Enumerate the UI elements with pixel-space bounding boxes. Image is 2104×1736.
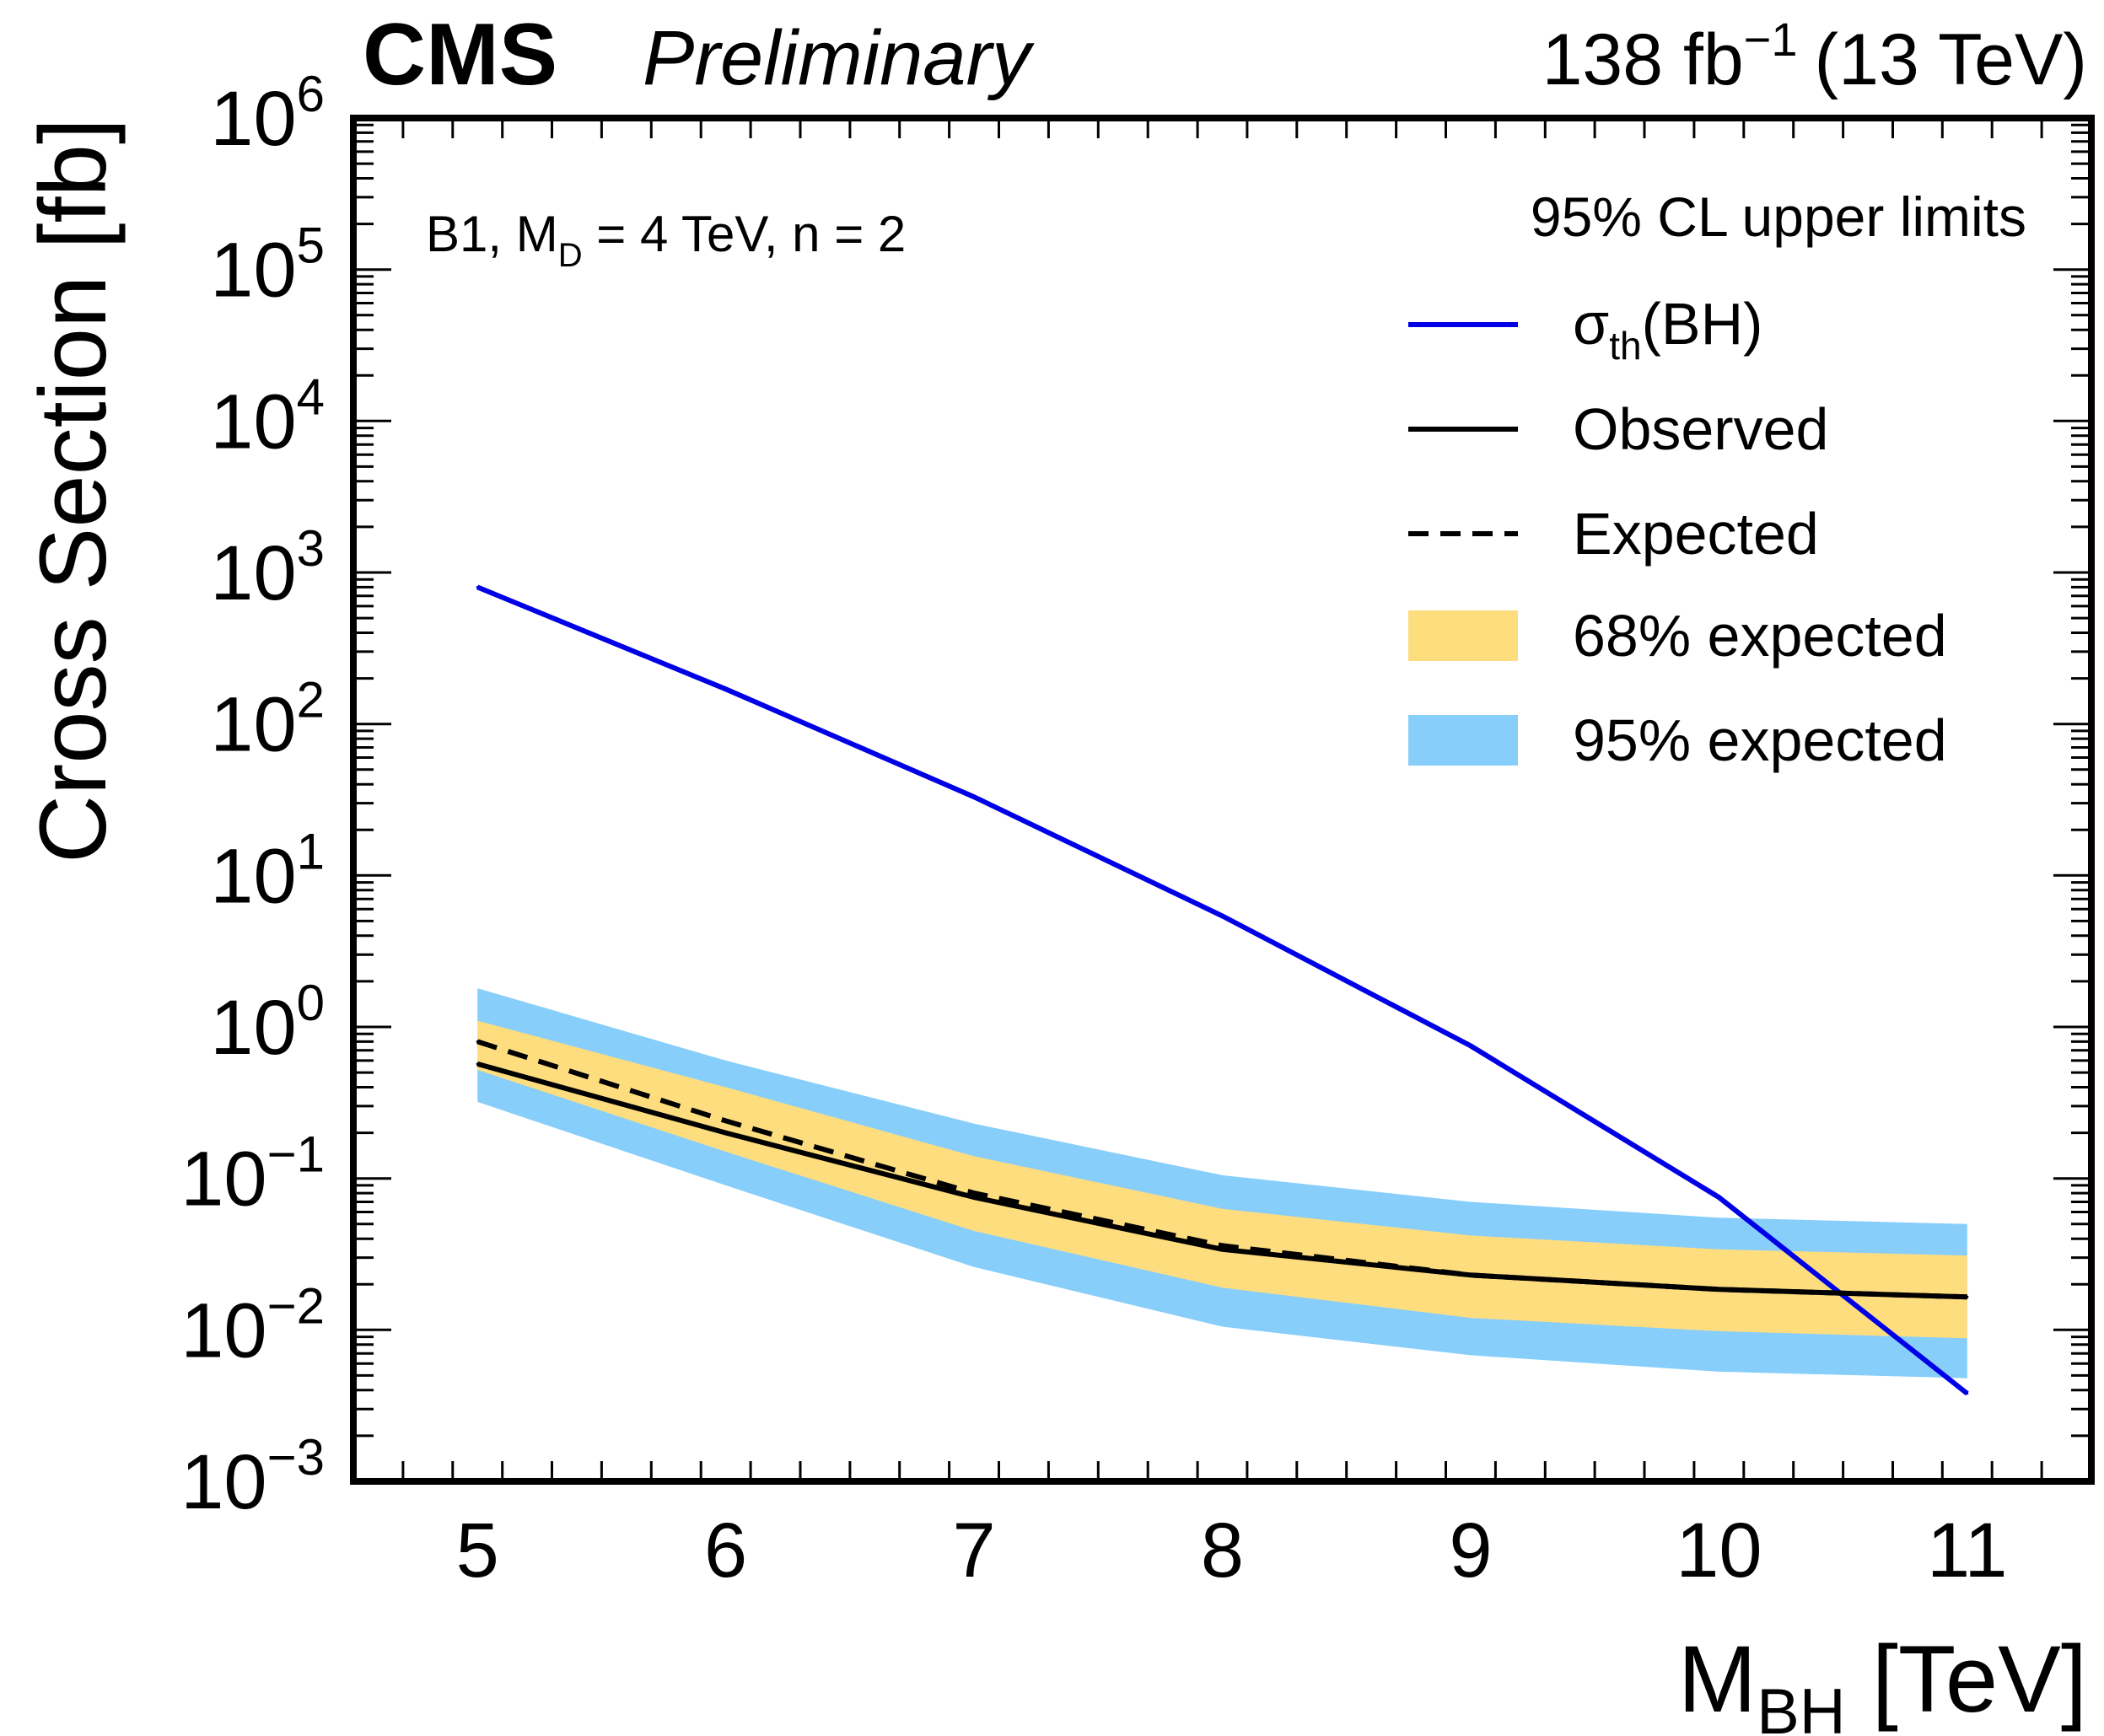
model-label-sub: D	[558, 237, 583, 274]
y-tick-label: 10−1	[180, 1126, 325, 1223]
model-label-suffix: = 4 TeV, n = 2	[583, 206, 907, 262]
legend: 95% CL upper limits σth(BH) Observed Exp…	[1408, 185, 2026, 773]
legend-swatch-band95	[1408, 715, 1518, 766]
x-axis-title-unit: [TeV]	[1846, 1626, 2087, 1732]
y-tick-label: 102	[210, 672, 325, 768]
legend-label-observed: Observed	[1573, 396, 1828, 462]
x-axis-title-sub: BH	[1757, 1676, 1846, 1736]
data-point-th-bh	[724, 687, 728, 691]
lumi-label: 138 fb−1 (13 TeV)	[1542, 13, 2087, 100]
x-tick-label: 5	[456, 1508, 499, 1594]
data-point-expected	[1966, 1295, 1969, 1298]
legend-theory-sub: th	[1609, 324, 1641, 368]
plot-frame	[350, 115, 2095, 1485]
lumi-energy: (13 TeV)	[1815, 19, 2087, 100]
data-point-expected	[972, 1191, 976, 1195]
data-point-th-bh	[1221, 914, 1224, 917]
axis-tick-labels: 5 6 7 8 9 10 11 10−3 10−2 10−1 100 101 102 103 104 105 1…	[180, 66, 2007, 1594]
y-tick-label: 10−3	[180, 1429, 325, 1525]
data-point-expected	[1221, 1244, 1224, 1247]
model-label-prefix: B1, M	[426, 206, 558, 262]
y-tick-label: 10−2	[180, 1277, 325, 1373]
x-axis-title-main: M	[1678, 1626, 1757, 1732]
data-point-th-bh	[1966, 1392, 1969, 1395]
legend-label-expected: Expected	[1573, 501, 1819, 567]
data-point-expected	[1469, 1273, 1472, 1276]
y-tick-label: 106	[210, 66, 325, 162]
lumi-exponent: −1	[1744, 13, 1798, 66]
x-tick-label: 6	[704, 1508, 747, 1594]
x-tick-label: 7	[953, 1508, 996, 1594]
data-point-expected	[1717, 1287, 1720, 1291]
x-axis-title: MBH [TeV]	[1678, 1626, 2087, 1736]
data-point-expected	[724, 1119, 728, 1122]
y-tick-label: 103	[210, 520, 325, 616]
legend-label-band68: 68% expected	[1573, 603, 1947, 669]
legend-label-band95: 95% expected	[1573, 707, 1947, 773]
data-point-expected	[476, 1040, 479, 1043]
data-point-observed	[476, 1062, 479, 1066]
y-tick-label: 105	[210, 218, 325, 314]
plot-area	[352, 116, 2093, 1483]
y-tick-label: 104	[210, 368, 325, 465]
x-tick-label: 11	[1927, 1508, 2008, 1594]
data-point-observed	[724, 1131, 728, 1135]
data-point-observed	[972, 1196, 976, 1199]
data-point-th-bh	[1717, 1196, 1720, 1199]
data-point-th-bh	[972, 795, 976, 798]
y-axis-title: Cross Section [fb]	[20, 118, 126, 863]
legend-theory-tail: (BH)	[1642, 291, 1763, 357]
data-point-th-bh	[1469, 1044, 1472, 1047]
x-tick-label: 10	[1676, 1508, 1762, 1594]
y-tick-label: 101	[210, 823, 325, 919]
legend-title: 95% CL upper limits	[1531, 185, 2026, 248]
experiment-label: CMS	[363, 6, 557, 104]
data-point-observed	[1221, 1248, 1224, 1251]
y-tick-label: 100	[210, 975, 325, 1071]
lumi-value: 138 fb	[1542, 19, 1744, 100]
data-point-th-bh	[476, 585, 479, 589]
band-68-expected	[477, 1020, 1967, 1339]
legend-label-theory: σth(BH)	[1573, 291, 1762, 368]
x-tick-label: 8	[1201, 1508, 1244, 1594]
x-tick-label: 9	[1449, 1508, 1492, 1594]
model-label: B1, MD = 4 TeV, n = 2	[426, 206, 906, 274]
legend-theory-sigma: σ	[1573, 291, 1609, 357]
status-label: Preliminary	[643, 15, 1035, 101]
legend-swatch-band68	[1408, 610, 1518, 661]
